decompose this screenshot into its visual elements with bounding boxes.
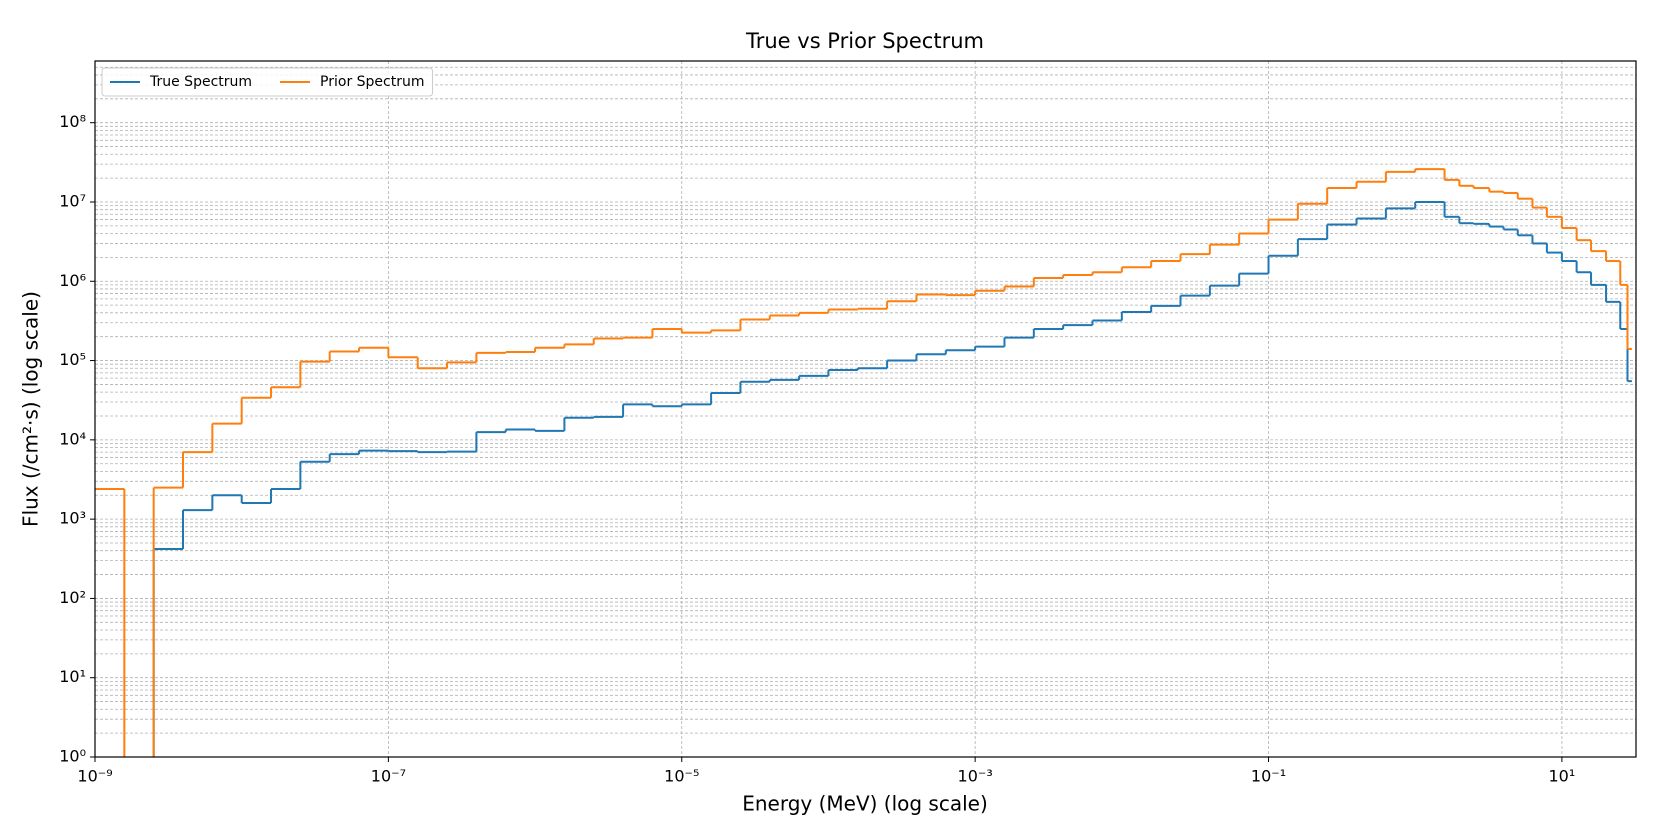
series (152, 200, 1632, 757)
y-axis-label: Flux (/cm²·s) (log scale) (19, 291, 43, 527)
x-tick-label: 10¹ (1549, 767, 1576, 786)
y-tick-label: 10³ (59, 509, 86, 528)
y-tick-label: 10⁶ (59, 271, 86, 290)
y-tick-label: 10⁴ (59, 429, 86, 448)
x-tick-label: 10⁻³ (958, 767, 993, 786)
legend-label: Prior Spectrum (320, 74, 424, 90)
x-axis-label: Energy (MeV) (log scale) (742, 792, 988, 816)
series (95, 168, 1632, 757)
x-tick-label: 10⁻⁵ (664, 767, 699, 786)
legend: True Spectrum Prior Spectrum (101, 67, 433, 97)
y-tick-label: 10¹ (59, 667, 86, 686)
y-tick-label: 10⁰ (59, 747, 86, 766)
x-tick-label: 10⁻⁷ (371, 767, 406, 786)
plot-frame (94, 60, 1637, 758)
x-tick-label: 10⁻¹ (1251, 767, 1286, 786)
chart-title: True vs Prior Spectrum (745, 29, 984, 53)
y-tick-label: 10⁷ (59, 191, 86, 210)
legend-box (101, 67, 433, 97)
x-tick-label: 10⁻⁹ (77, 767, 112, 786)
y-tick-label: 10⁸ (59, 112, 86, 131)
legend-label: True Spectrum (149, 74, 252, 90)
y-tick-label: 10⁵ (59, 350, 86, 369)
y-tick-label: 10² (59, 588, 86, 607)
